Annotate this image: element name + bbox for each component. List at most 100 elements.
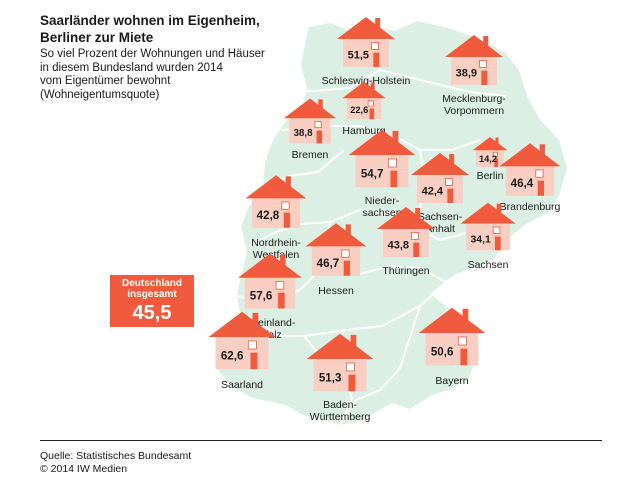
house-door xyxy=(460,348,468,366)
house-wall xyxy=(343,37,389,67)
source-line-2: © 2014 IW Medien xyxy=(40,463,128,475)
germany-total-label: Deutschland insgesamt xyxy=(110,275,194,300)
state-name-label: Berlin xyxy=(477,170,504,182)
house-window xyxy=(345,362,355,372)
house-door xyxy=(250,352,258,370)
house-roof xyxy=(418,307,486,334)
state-name-label: Baden- xyxy=(323,399,357,411)
house-roof xyxy=(348,129,416,156)
house-door xyxy=(373,52,380,67)
house-icon: 51,3 Baden-Württemberg xyxy=(306,333,374,423)
house-roof xyxy=(245,175,307,199)
state-value: 42,8 xyxy=(257,209,280,222)
state-name-label: Nordrhein- xyxy=(251,237,301,249)
house-wall xyxy=(505,164,555,196)
state-name-label: Nieder- xyxy=(365,195,400,207)
house-window xyxy=(341,249,350,258)
house-window xyxy=(275,281,285,290)
house-door xyxy=(390,170,398,188)
state-name-label: Hamburg xyxy=(342,125,385,137)
house-icon: 62,6 Saarland xyxy=(208,311,276,391)
house-icon: 46,4 Brandenburg xyxy=(499,143,561,213)
house-icon: 43,8 Thüringen xyxy=(377,207,435,277)
state-name-label: Hessen xyxy=(318,285,354,297)
house-door xyxy=(537,180,545,196)
house-wall xyxy=(383,227,429,257)
house-icon: 14,2 Berlin xyxy=(472,137,508,182)
state-name-label: Brandenburg xyxy=(500,201,561,213)
house-window xyxy=(457,336,467,346)
house-door xyxy=(481,70,488,85)
germany-total-box: Deutschland insgesamt 45,5 xyxy=(110,275,194,327)
state-value: 57,6 xyxy=(250,289,273,302)
house-window xyxy=(367,100,374,107)
source-line-1: Quelle: Statistisches Bundesamt xyxy=(40,450,192,462)
house-window xyxy=(247,340,257,350)
state-value: 51,5 xyxy=(348,50,369,62)
house-chimney xyxy=(318,99,323,110)
house-chimney xyxy=(350,334,357,348)
house-roof xyxy=(238,253,302,278)
house-wall xyxy=(417,173,463,203)
house-wall xyxy=(251,196,301,228)
chart-title-line-1: Saarländer wohnen im Eigenheim, xyxy=(40,13,260,28)
house-icon: 50,6 Bayern xyxy=(418,307,486,387)
house-roof xyxy=(306,333,374,360)
house-roof xyxy=(283,98,337,119)
state-name-label: Bremen xyxy=(292,149,329,161)
house-wall xyxy=(215,334,269,370)
house-door xyxy=(278,292,285,309)
house-chimney xyxy=(495,137,499,145)
state-name-label: Sachsen- xyxy=(418,211,463,223)
footer-divider xyxy=(40,440,602,441)
house-chimney xyxy=(449,154,455,165)
house-chimney xyxy=(375,18,381,29)
house-window xyxy=(445,177,453,186)
house-chimney xyxy=(280,254,286,267)
house-wall xyxy=(313,356,367,392)
house-roof xyxy=(305,223,367,247)
house-icon: 46,7 Hessen xyxy=(305,223,367,297)
house-wall xyxy=(355,152,409,188)
source-note: Quelle: Statistisches Bundesamt © 2014 I… xyxy=(40,450,191,476)
house-chimney xyxy=(252,312,259,326)
state-name-label: Anhalt xyxy=(425,223,455,235)
state-value: 46,7 xyxy=(317,257,340,270)
germany-total-value: 45,5 xyxy=(132,302,172,324)
state-value: 46,4 xyxy=(511,177,534,190)
house-chimney xyxy=(392,130,399,144)
house-roof xyxy=(208,311,276,338)
house-window xyxy=(387,158,397,168)
house-door xyxy=(316,130,323,144)
house-chimney xyxy=(415,208,421,219)
house-window xyxy=(492,151,498,157)
state-value: 38,8 xyxy=(293,128,313,139)
house-door xyxy=(494,236,501,251)
house-roof xyxy=(337,17,395,39)
state-name-label: Schleswig-Holstein xyxy=(322,75,411,87)
house-window xyxy=(281,201,290,210)
state-name-label: Württemberg xyxy=(310,411,371,423)
state-value: 54,7 xyxy=(361,168,384,181)
house-roof xyxy=(499,143,561,167)
house-icon: 42,4 Sachsen-Anhalt xyxy=(411,153,469,235)
house-roof xyxy=(377,207,435,229)
state-value: 14,2 xyxy=(479,154,497,164)
house-window xyxy=(535,169,544,178)
state-name-label: Vorpommern xyxy=(444,105,504,117)
state-value: 38,9 xyxy=(456,68,477,80)
subtitle-line-2: in diesem Bundesland wurden 2014 xyxy=(40,61,223,74)
state-name-label: Sachsen xyxy=(468,259,509,271)
state-name-label: Thüringen xyxy=(382,265,429,277)
state-value: 43,8 xyxy=(388,240,409,252)
house-window xyxy=(492,226,501,234)
germany-total-label-line-2: insgesamt xyxy=(127,289,177,300)
house-icon: 22,6 Hamburg xyxy=(342,81,386,137)
state-value: 34,1 xyxy=(471,234,491,245)
state-value: 62,6 xyxy=(221,350,244,363)
house-roof xyxy=(472,137,508,151)
house-chimney xyxy=(483,36,489,47)
state-name-label: Saarland xyxy=(221,379,263,391)
state-name-label: Bayern xyxy=(435,375,468,387)
